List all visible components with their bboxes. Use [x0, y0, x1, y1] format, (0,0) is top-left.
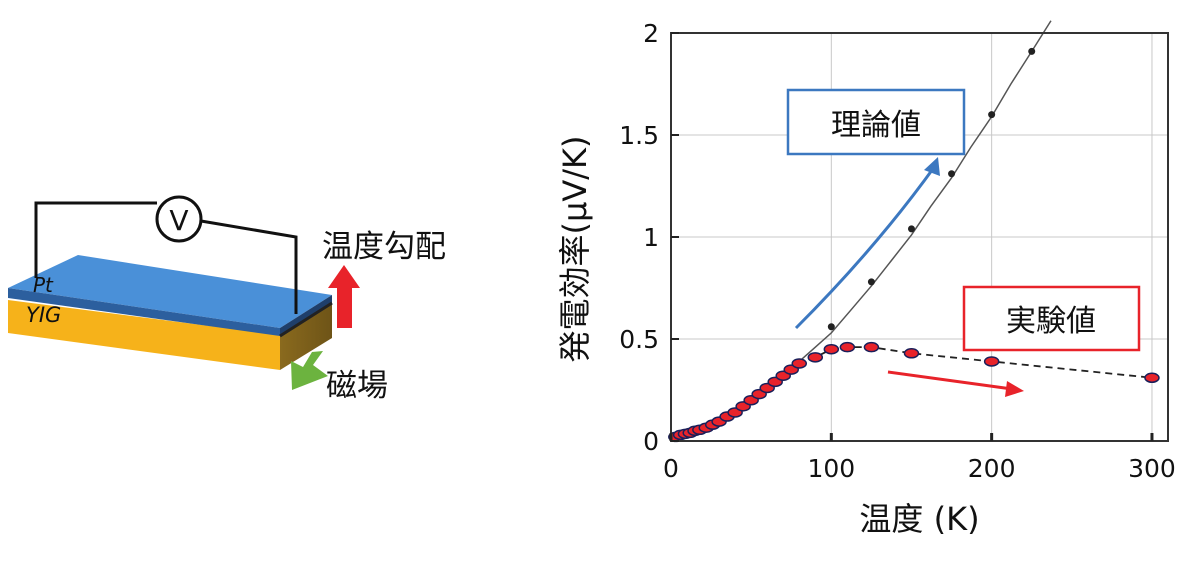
theory-arrowhead-icon [924, 157, 940, 176]
theory-label-box [786, 88, 966, 156]
y-tick-label: 0 [643, 427, 659, 456]
experiment-point [839, 341, 856, 353]
y-tick-label: 2 [643, 19, 659, 48]
theory-arrow-icon [794, 165, 937, 330]
experiment-point [863, 341, 880, 353]
wire-right [200, 219, 298, 314]
theory-point [948, 170, 956, 178]
theory-point [907, 225, 915, 233]
series-layer [668, 20, 1160, 443]
wire-left [34, 201, 157, 278]
x-tick-label: 100 [807, 454, 855, 483]
voltmeter-icon [155, 195, 203, 243]
theory-point [867, 278, 875, 286]
y-tick-label: 0.5 [619, 325, 659, 354]
x-axis-title: 温度 (K) [859, 500, 979, 538]
experiment-point [791, 358, 808, 369]
experiment-point [1144, 372, 1160, 384]
experiment-point [903, 348, 920, 359]
theory-point [988, 111, 996, 119]
pt-layer-top [8, 255, 332, 328]
experiment-point [983, 356, 1000, 367]
series-line [675, 346, 1153, 438]
device-schematic: V Pt YIG 温度勾配 磁場 [8, 195, 446, 404]
gradient-label: 温度勾配 [322, 229, 446, 265]
yig-layer-side [280, 302, 332, 370]
ticks: 0 100 200 300 0 0.5 1 1.5 2 [619, 19, 1176, 483]
pt-layer-side [280, 295, 332, 336]
y-axis-title: 発電効率(µV/K) [556, 136, 594, 363]
voltmeter-label: V [169, 204, 188, 237]
field-arrow-icon [291, 351, 328, 390]
yig-layer-front [8, 300, 280, 370]
gradient-arrow-icon [328, 265, 360, 328]
experiment-arrow-icon [887, 370, 1013, 391]
theory-point [827, 323, 835, 331]
field-label: 磁場 [326, 368, 388, 404]
pt-layer-front [8, 288, 280, 336]
y-tick-label: 1 [643, 223, 659, 252]
slab-edge [279, 301, 333, 338]
yig-label: YIG [26, 303, 61, 327]
x-tick-label: 300 [1128, 454, 1176, 483]
x-tick-label: 200 [968, 454, 1016, 483]
x-tick-label: 0 [663, 454, 679, 483]
series-line [678, 20, 1052, 438]
theory-point [1028, 47, 1036, 55]
theory-label: 理論値 [831, 108, 921, 143]
experiment-arrowhead-icon [1005, 381, 1024, 397]
experiment-point [807, 352, 824, 363]
pt-label: Pt [33, 273, 54, 297]
experiment-label: 実験値 [1006, 304, 1096, 339]
experiment-point [823, 343, 840, 355]
experiment-label-box [962, 285, 1141, 352]
y-tick-label: 1.5 [619, 121, 659, 150]
